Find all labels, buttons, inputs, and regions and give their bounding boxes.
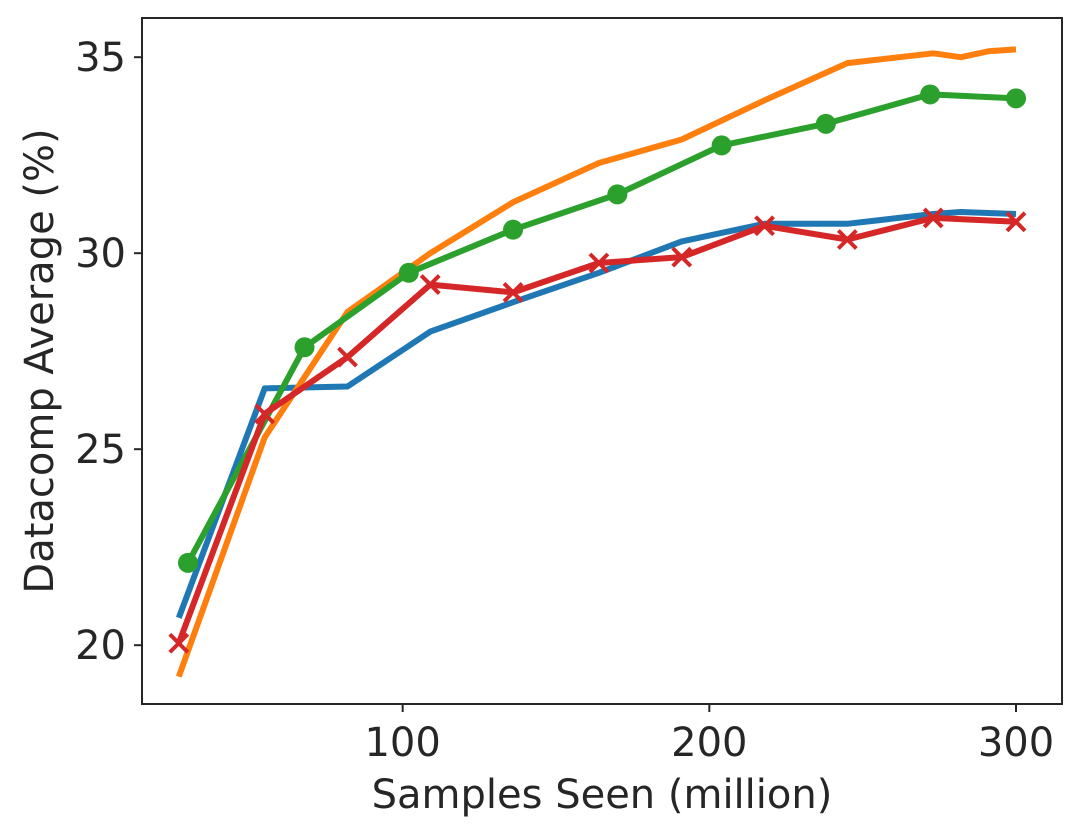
data-point-green — [178, 552, 198, 573]
x-tick-label: 200 — [671, 720, 747, 766]
x-axis-title: Samples Seen (million) — [372, 772, 833, 818]
series-red — [168, 207, 1027, 654]
data-point-green — [1006, 88, 1026, 109]
data-point-green — [920, 84, 941, 105]
data-point-red — [836, 229, 858, 250]
series-layer — [168, 46, 1027, 678]
series-line-orange — [175, 46, 1017, 678]
series-line-blue — [175, 209, 1017, 619]
data-point-red — [168, 632, 190, 654]
y-tick-label: 25 — [75, 427, 126, 473]
data-point-red — [502, 281, 524, 303]
data-point-green — [294, 337, 315, 358]
data-point-green — [711, 135, 732, 156]
data-point-red — [419, 274, 441, 295]
data-point-red — [922, 207, 944, 229]
data-point-green — [607, 184, 628, 205]
plot-frame — [141, 17, 1063, 705]
series-line-red — [175, 214, 1017, 645]
data-point-red — [671, 246, 693, 268]
data-point-green — [503, 219, 524, 240]
x-tick-label: 100 — [364, 720, 440, 766]
data-point-green — [815, 113, 836, 134]
data-point-red — [588, 252, 610, 274]
y-tick-label: 20 — [75, 623, 126, 669]
series-green — [178, 84, 1026, 573]
x-tick-label: 300 — [978, 720, 1054, 766]
series-blue — [175, 209, 1017, 619]
data-point-red — [1005, 211, 1027, 233]
series-orange — [175, 46, 1017, 678]
data-point-green — [398, 262, 419, 283]
data-point-red — [337, 346, 358, 368]
y-axis-title: Datacomp Average (%) — [17, 128, 63, 593]
y-tick-label: 30 — [75, 231, 126, 277]
data-point-red — [254, 403, 276, 425]
data-point-red — [754, 215, 775, 237]
ticks-layer: 100 200 300 20 25 30 35 — [75, 35, 1054, 766]
y-tick-label: 35 — [75, 35, 126, 81]
